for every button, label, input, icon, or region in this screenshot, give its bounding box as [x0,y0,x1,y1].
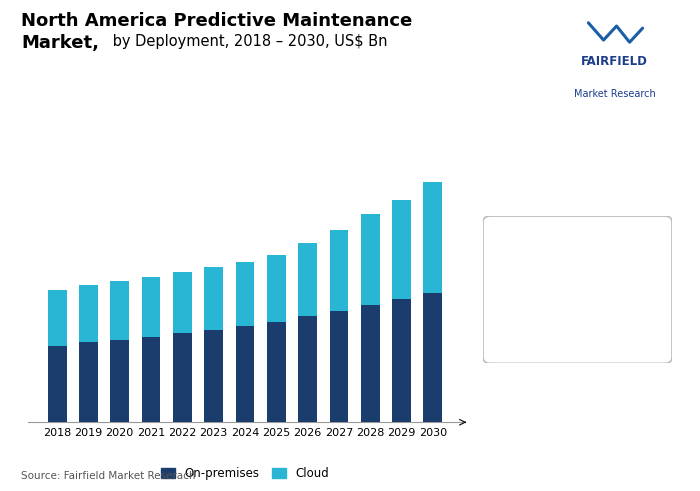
Bar [267,255,286,322]
Text: Market,: Market, [21,34,99,53]
Bar [204,330,223,422]
Bar [111,340,129,422]
Text: Source: Fairfield Market Reserach: Source: Fairfield Market Reserach [21,471,195,481]
Text: by Deployment, 2018 – 2030, US$ Bn: by Deployment, 2018 – 2030, US$ Bn [108,34,388,50]
Text: Cloud: Cloud [555,283,600,297]
Bar [267,322,286,422]
Bar [79,285,98,342]
Text: Market Research: Market Research [573,89,655,99]
Bar [392,300,411,422]
Bar [330,230,349,311]
Bar [361,215,379,305]
Bar [111,281,129,340]
Bar [48,346,66,422]
Bar [141,277,160,337]
Text: North America Predictive Maintenance: North America Predictive Maintenance [21,12,412,30]
Text: 35.80%: 35.80% [528,315,626,338]
Bar [236,262,254,326]
FancyBboxPatch shape [483,216,672,363]
Bar [204,268,223,330]
Text: FAIRFIELD: FAIRFIELD [581,55,648,68]
Bar [298,243,317,316]
Bar [424,293,442,422]
Bar [236,326,254,422]
Legend: On-premises, Cloud: On-premises, Cloud [156,463,334,485]
Bar [330,311,349,422]
Bar [392,200,411,300]
Bar [361,305,379,422]
Bar [424,182,442,293]
Bar [141,337,160,422]
Bar [298,316,317,422]
Bar [48,290,66,346]
Text: (2023-2030): (2023-2030) [536,260,619,273]
Text: CAGR: CAGR [556,234,599,248]
Bar [173,333,192,422]
Bar [79,342,98,422]
Bar [173,272,192,333]
